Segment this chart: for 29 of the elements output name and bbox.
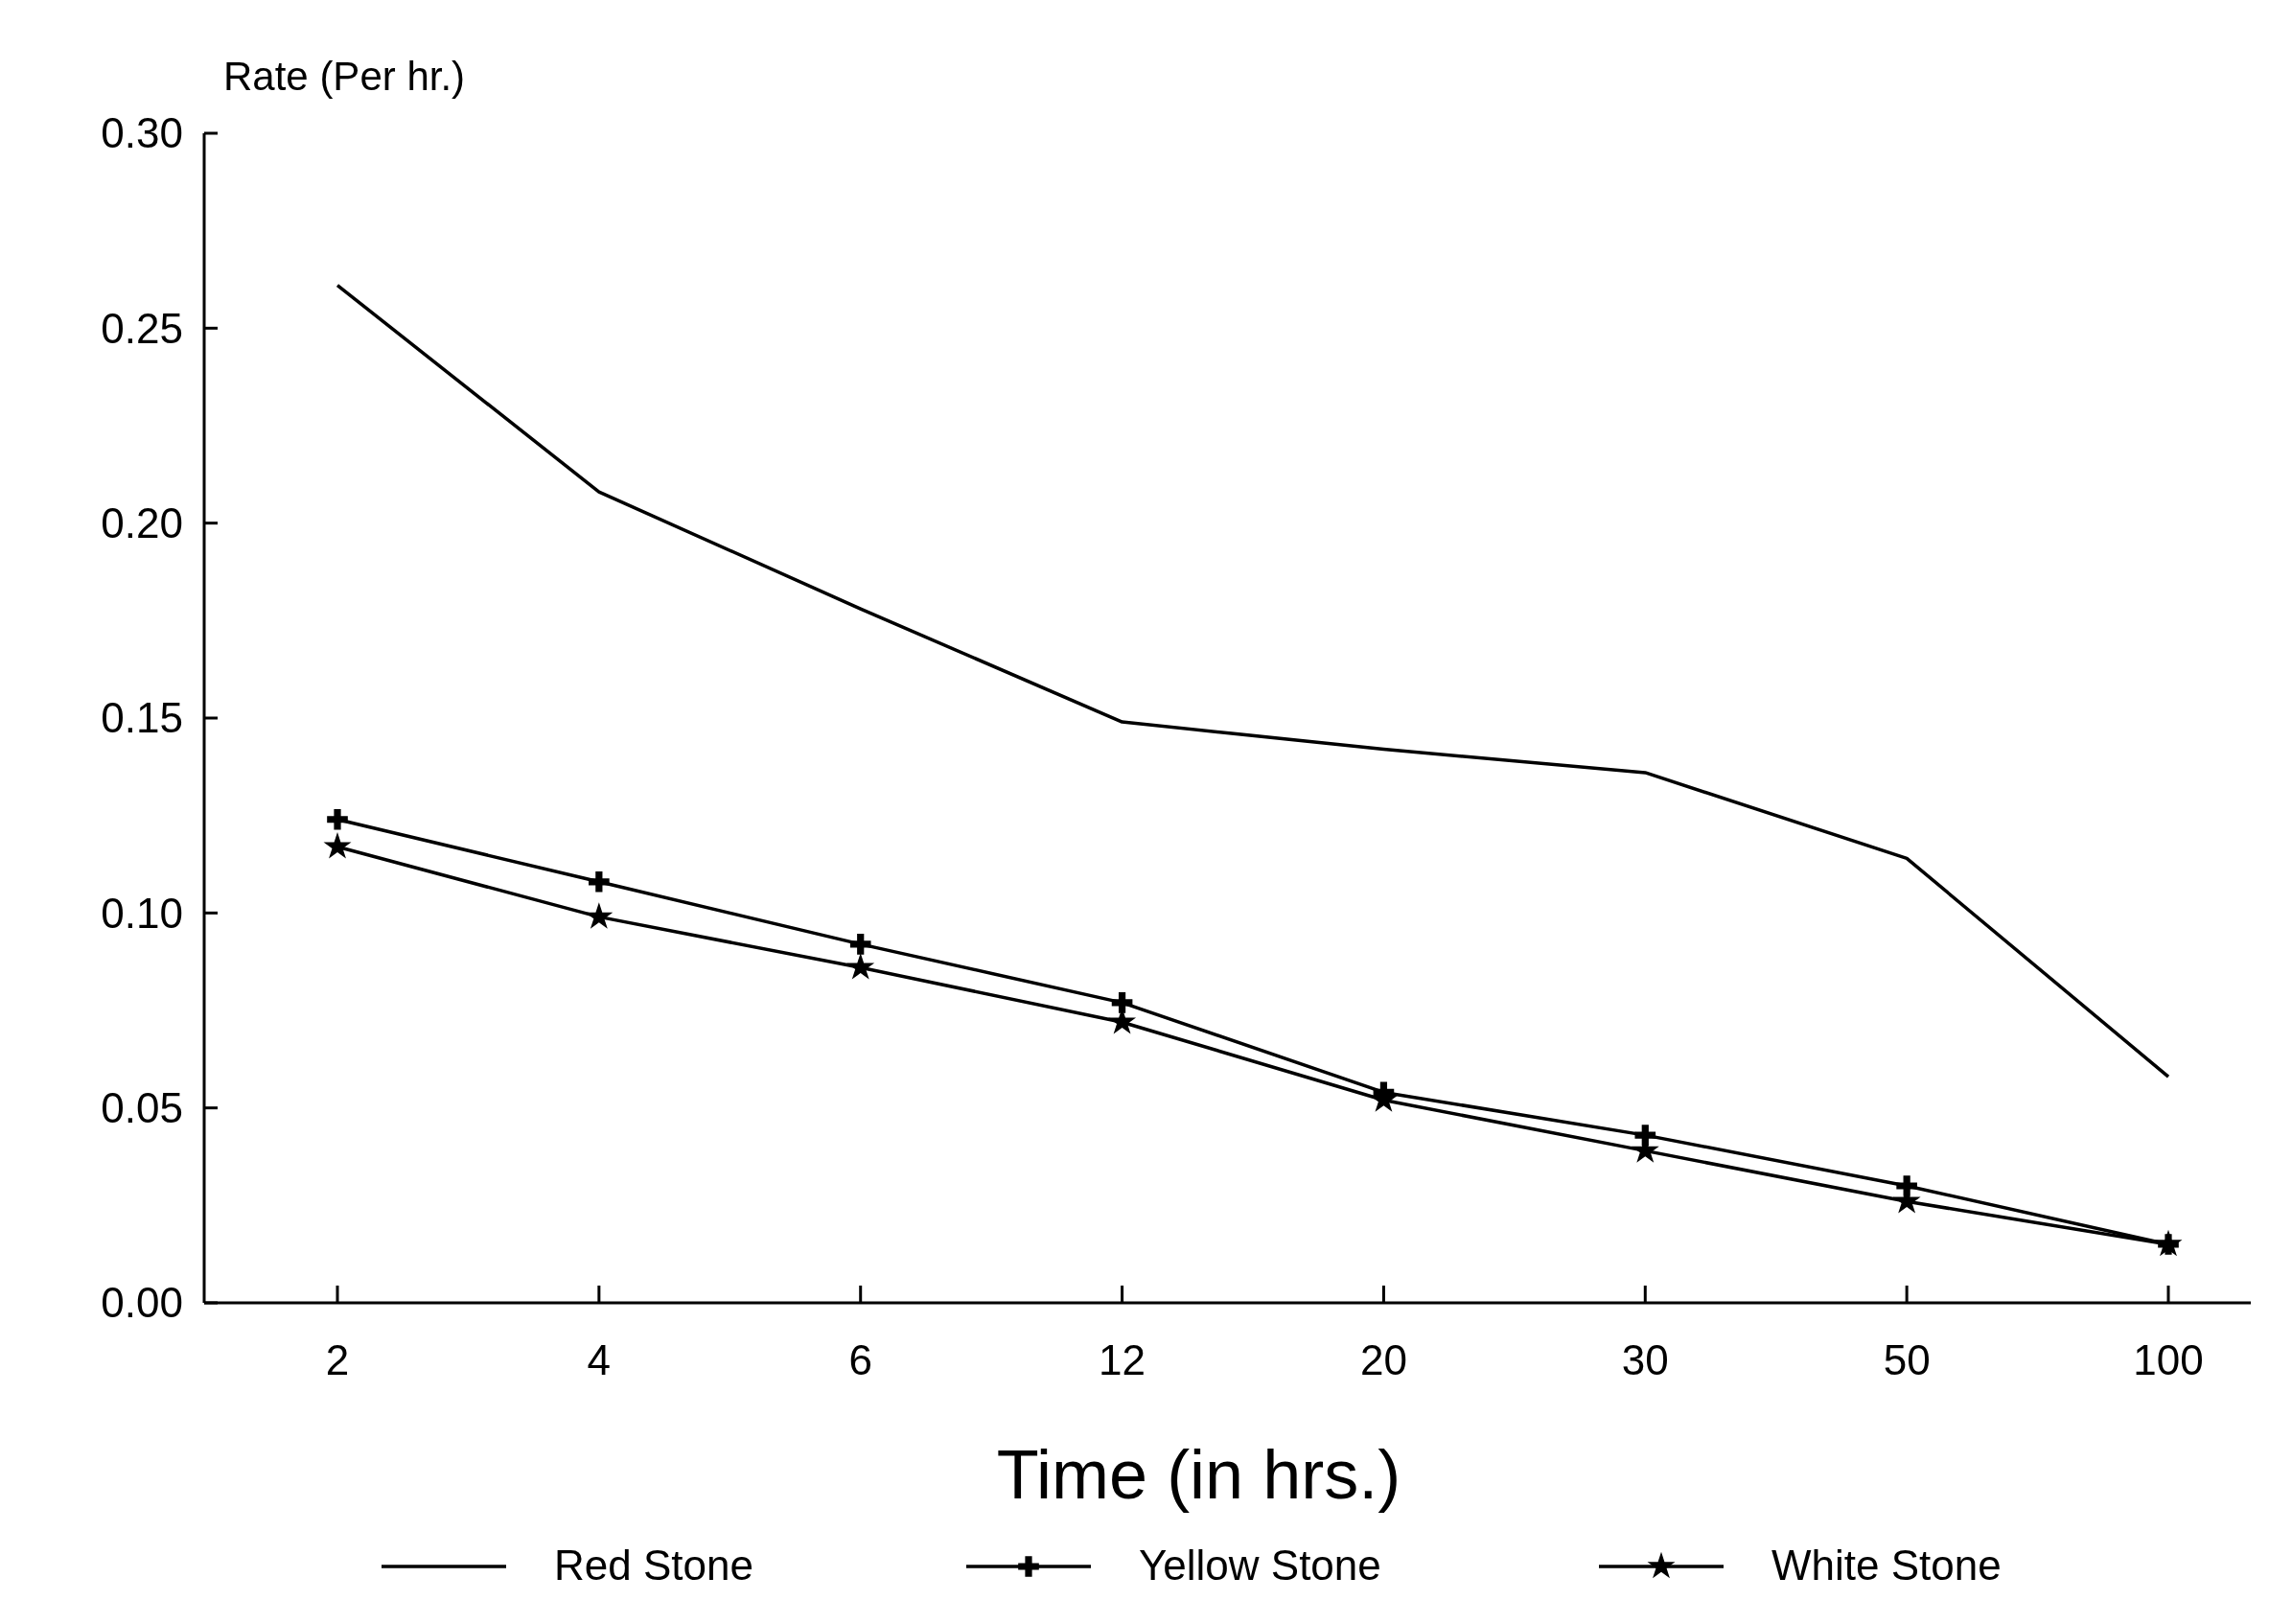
x-tick-label: 50 xyxy=(1883,1336,1931,1383)
point xyxy=(327,808,348,830)
y-tick-label: 0.00 xyxy=(101,1279,183,1327)
point xyxy=(846,953,875,980)
y-tick-label: 0.10 xyxy=(101,889,183,937)
point xyxy=(323,831,352,859)
x-tick-label: 12 xyxy=(1099,1336,1146,1383)
legend-label: White Stone xyxy=(1771,1542,2002,1589)
legend-label: Yellow Stone xyxy=(1139,1542,1381,1589)
y-tick-label: 0.05 xyxy=(101,1084,183,1132)
y-tick-label: 0.20 xyxy=(101,499,183,547)
x-tick-label: 100 xyxy=(2133,1336,2204,1383)
point xyxy=(1111,992,1133,1013)
x-tick-label: 20 xyxy=(1359,1336,1407,1383)
x-tick-label: 30 xyxy=(1621,1336,1669,1383)
y-tick-label: 0.15 xyxy=(101,694,183,742)
line-series xyxy=(336,283,2170,1079)
point xyxy=(849,934,871,955)
y-tick-label: 0.30 xyxy=(101,109,183,157)
point xyxy=(589,870,610,893)
x-axis-title: Time (in hrs.) xyxy=(996,1436,1401,1513)
x-tick-label: 4 xyxy=(587,1336,612,1383)
point xyxy=(585,902,614,929)
y-axis-title: Rate (Per hr.) xyxy=(223,54,466,99)
point xyxy=(2154,1229,2183,1257)
x-tick-label: 6 xyxy=(848,1336,872,1383)
y-tick-label: 0.25 xyxy=(101,304,183,352)
legend-label: Red Stone xyxy=(554,1542,753,1589)
x-tick-label: 2 xyxy=(325,1336,350,1383)
